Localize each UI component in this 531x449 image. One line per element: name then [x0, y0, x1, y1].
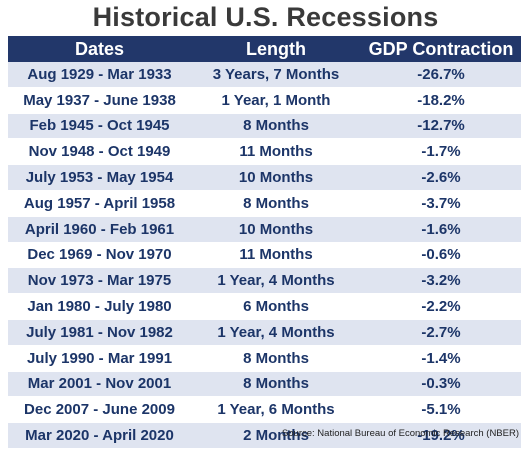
column-header-gdp-contraction: GDP Contraction [361, 36, 521, 62]
cell-length: 10 Months [191, 216, 361, 243]
cell-gdp-contraction: -26.7% [361, 62, 521, 88]
cell-dates: Dec 1969 - Nov 1970 [8, 242, 191, 269]
cell-dates: May 1937 - June 1938 [8, 87, 191, 114]
cell-length: 6 Months [191, 293, 361, 320]
cell-dates: Aug 1929 - Mar 1933 [8, 62, 191, 88]
cell-gdp-contraction: -2.7% [361, 319, 521, 346]
table-row: May 1937 - June 1938 1 Year, 1 Month -18.2… [8, 87, 521, 114]
cell-length: 11 Months [191, 138, 361, 166]
table-row: Nov 1948 - Oct 1949 11 Months -1.7% [8, 138, 521, 166]
column-header-dates: Dates [8, 36, 191, 62]
cell-gdp-contraction: -3.2% [361, 267, 521, 295]
cell-dates: Mar 2001 - Nov 2001 [8, 371, 191, 398]
cell-length: 8 Months [191, 113, 361, 140]
cell-dates: July 1981 - Nov 1982 [8, 319, 191, 346]
recessions-table: Dates Length GDP Contraction Aug 1929 - … [8, 36, 521, 449]
cell-length: 11 Months [191, 242, 361, 269]
cell-gdp-contraction: -12.7% [361, 113, 521, 140]
column-header-length: Length [191, 36, 361, 62]
table-row: Nov 1973 - Mar 1975 1 Year, 4 Months -3.2% [8, 267, 521, 295]
cell-gdp-contraction: -5.1% [361, 396, 521, 424]
page-title: Historical U.S. Recessions [92, 2, 439, 32]
table-row: Aug 1957 - April 1958 8 Months -3.7% [8, 190, 521, 217]
cell-dates: Feb 1945 - Oct 1945 [8, 113, 191, 140]
source-note: Source: National Bureau of Economic Rese… [281, 428, 519, 439]
cell-gdp-contraction: -1.4% [361, 345, 521, 372]
table-row: July 1981 - Nov 1982 1 Year, 4 Months -2.7… [8, 319, 521, 346]
cell-gdp-contraction: -18.2% [361, 87, 521, 114]
table-row: July 1953 - May 1954 10 Months -2.6% [8, 164, 521, 191]
cell-gdp-contraction: -0.6% [361, 242, 521, 269]
cell-dates: Aug 1957 - April 1958 [8, 190, 191, 217]
cell-dates: April 1960 - Feb 1961 [8, 216, 191, 243]
table-row: July 1990 - Mar 1991 8 Months -1.4% [8, 345, 521, 372]
table-row: April 1960 - Feb 1961 10 Months -1.6% [8, 216, 521, 243]
cell-length: 1 Year, 4 Months [191, 319, 361, 346]
cell-length: 1 Year, 4 Months [191, 267, 361, 295]
cell-gdp-contraction: -0.3% [361, 371, 521, 398]
cell-length: 8 Months [191, 190, 361, 217]
cell-dates: Mar 2020 - April 2020 [8, 422, 191, 449]
cell-length: 8 Months [191, 345, 361, 372]
cell-dates: Nov 1973 - Mar 1975 [8, 267, 191, 295]
cell-dates: July 1990 - Mar 1991 [8, 345, 191, 372]
cell-length: 8 Months [191, 371, 361, 398]
cell-gdp-contraction: -1.6% [361, 216, 521, 243]
table-header-row: Dates Length GDP Contraction [8, 36, 521, 62]
table-body: Aug 1929 - Mar 1933 3 Years, 7 Months -26.… [8, 62, 521, 449]
cell-gdp-contraction: -2.2% [361, 293, 521, 320]
cell-dates: Dec 2007 - June 2009 [8, 396, 191, 424]
cell-dates: Jan 1980 - July 1980 [8, 293, 191, 320]
cell-gdp-contraction: -3.7% [361, 190, 521, 217]
table-row: Dec 2007 - June 2009 1 Year, 6 Months -5.1… [8, 396, 521, 424]
table-row: Feb 1945 - Oct 1945 8 Months -12.7% [8, 113, 521, 140]
cell-dates: Nov 1948 - Oct 1949 [8, 138, 191, 166]
cell-length: 10 Months [191, 164, 361, 191]
cell-length: 1 Year, 1 Month [191, 87, 361, 114]
cell-length: 1 Year, 6 Months [191, 396, 361, 424]
cell-gdp-contraction: -2.6% [361, 164, 521, 191]
table-row: Aug 1929 - Mar 1933 3 Years, 7 Months -26.… [8, 62, 521, 88]
cell-gdp-contraction: -1.7% [361, 138, 521, 166]
cell-dates: July 1953 - May 1954 [8, 164, 191, 191]
cell-length: 3 Years, 7 Months [191, 62, 361, 88]
table-row: Dec 1969 - Nov 1970 11 Months -0.6% [8, 242, 521, 269]
table-row: Mar 2001 - Nov 2001 8 Months -0.3% [8, 371, 521, 398]
table-row: Jan 1980 - July 1980 6 Months -2.2% [8, 293, 521, 320]
